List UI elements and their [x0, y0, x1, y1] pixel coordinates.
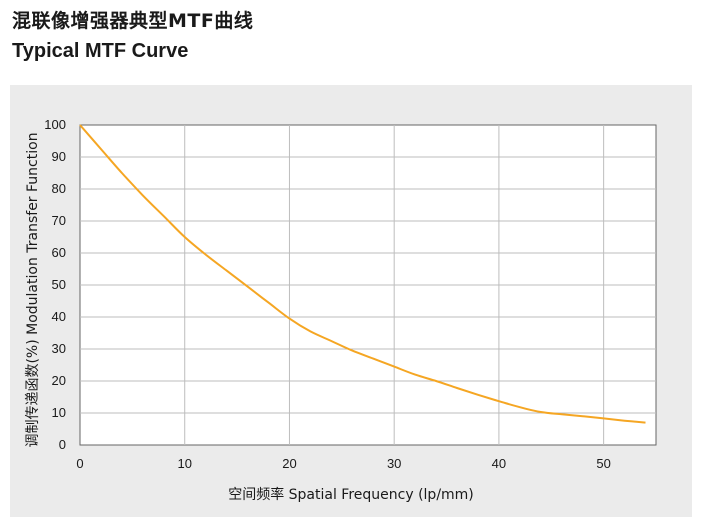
- chart-title-chinese: 混联像增强器典型MTF曲线: [12, 10, 254, 32]
- y-tick-label-60: 60: [52, 245, 66, 260]
- y-tick-label-70: 70: [52, 213, 66, 228]
- x-tick-label-40: 40: [492, 456, 506, 471]
- x-tick-labels: 0 10 20 30 40 50: [76, 456, 610, 471]
- y-tick-label-0: 0: [59, 437, 66, 452]
- y-axis-label: 调制传递函数(%) Modulation Transfer Function: [25, 132, 41, 447]
- y-tick-label-20: 20: [52, 373, 66, 388]
- x-tick-label-20: 20: [282, 456, 296, 471]
- x-tick-label-0: 0: [76, 456, 83, 471]
- y-tick-label-10: 10: [52, 405, 66, 420]
- y-tick-label-90: 90: [52, 149, 66, 164]
- x-tick-label-10: 10: [177, 456, 191, 471]
- x-axis-label: 空间频率 Spatial Frequency (lp/mm): [228, 486, 474, 503]
- y-tick-label-50: 50: [52, 277, 66, 292]
- x-tick-label-50: 50: [596, 456, 610, 471]
- y-tick-labels: 0 10 20 30 40 50 60 70 80 90 100: [44, 117, 66, 452]
- y-tick-label-40: 40: [52, 309, 66, 324]
- chart-title-english: Typical MTF Curve: [12, 40, 189, 62]
- mtf-curve-line: [79, 124, 646, 424]
- y-tick-label-100: 100: [44, 117, 66, 132]
- y-tick-label-80: 80: [52, 181, 66, 196]
- grid-lines: [80, 125, 656, 445]
- y-tick-label-30: 30: [52, 341, 66, 356]
- x-tick-label-30: 30: [387, 456, 401, 471]
